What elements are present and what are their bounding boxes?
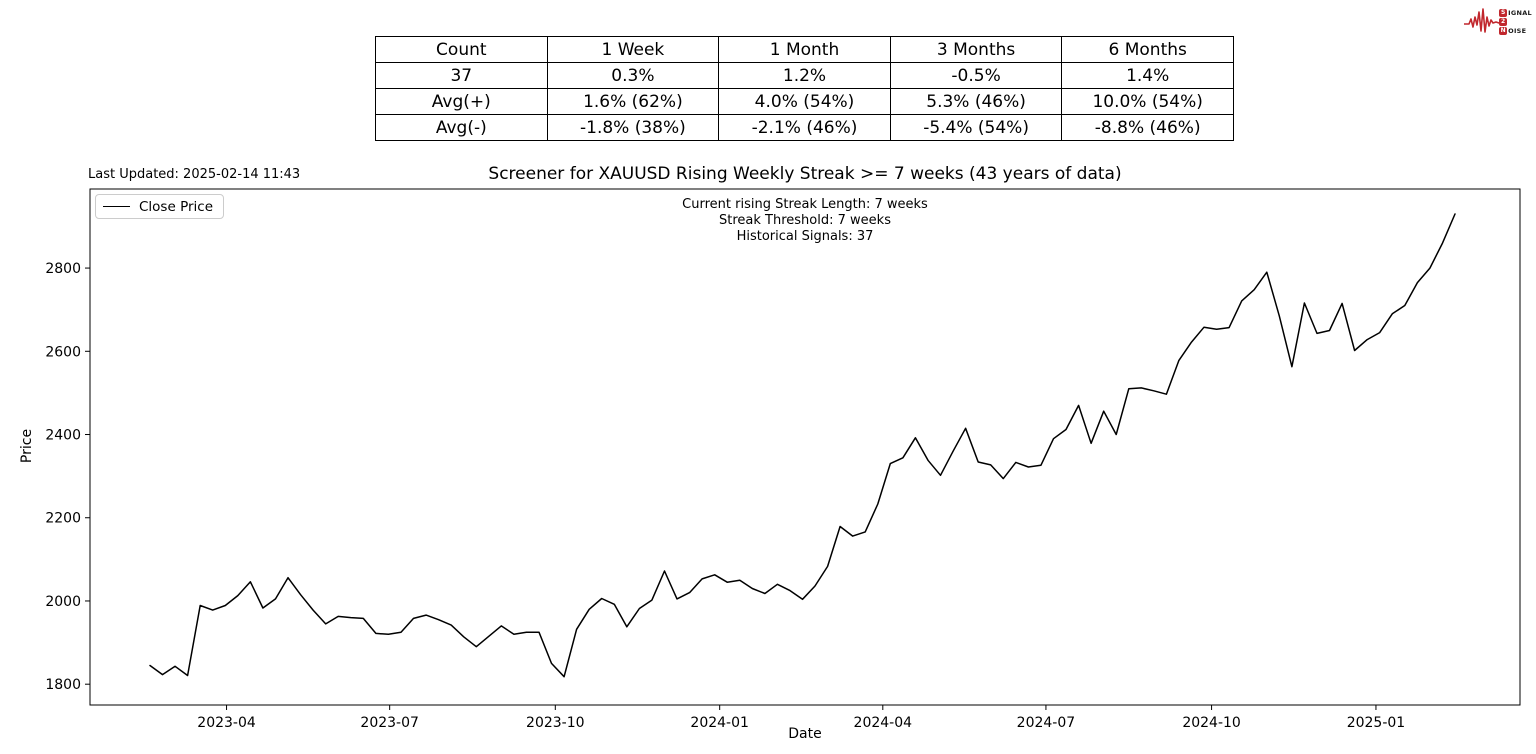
svg-text:2600: 2600 (45, 344, 81, 360)
logo-row-signal: S IGNAL (1499, 9, 1532, 17)
logo-word-noise: OISE (1508, 27, 1527, 35)
chart-title: Screener for XAUUSD Rising Weekly Streak… (488, 164, 1122, 184)
stats-header-cell: 1 Month (718, 36, 891, 63)
svg-text:2024-04: 2024-04 (854, 715, 913, 731)
svg-text:2025-01: 2025-01 (1347, 715, 1406, 731)
stats-cell: 0.3% (546, 62, 720, 89)
svg-text:2024-07: 2024-07 (1017, 715, 1076, 731)
stats-row: 37 0.3% 1.2% -0.5% 1.4% (375, 62, 1234, 89)
svg-text:2023-04: 2023-04 (197, 715, 256, 731)
y-axis-label: Price (19, 428, 35, 464)
x-axis-label: Date (788, 726, 822, 742)
stats-cell: Avg(+) (375, 88, 548, 115)
logo-badge-2: 2 (1499, 18, 1508, 26)
legend-line-sample (103, 206, 130, 207)
chart-legend: Close Price (95, 194, 224, 219)
stats-cell: 37 (375, 62, 548, 89)
stats-cell: -2.1% (46%) (718, 114, 891, 141)
annotation-streak-threshold: Streak Threshold: 7 weeks (719, 213, 891, 228)
stats-header-cell: 6 Months (1061, 36, 1234, 63)
annotation-historical-signals: Historical Signals: 37 (736, 229, 874, 244)
chart-annotations: Current rising Streak Length: 7 weeks St… (90, 197, 1520, 245)
stats-cell: Avg(-) (375, 114, 548, 141)
svg-text:2023-07: 2023-07 (360, 715, 419, 731)
waveform-icon (1464, 8, 1504, 33)
stats-cell: 4.0% (54%) (718, 88, 891, 115)
stats-header-cell: 3 Months (889, 36, 1063, 63)
stats-table: Count 1 Week 1 Month 3 Months 6 Months 37 0.3… (375, 36, 1234, 141)
svg-text:2024-10: 2024-10 (1182, 715, 1241, 731)
logo-wordmark: S IGNAL 2 N OISE (1499, 9, 1532, 35)
logo-row-2: 2 (1499, 18, 1532, 26)
svg-text:2000: 2000 (45, 594, 81, 610)
legend-label: Close Price (139, 198, 213, 215)
svg-text:2024-01: 2024-01 (690, 715, 749, 731)
svg-text:2200: 2200 (45, 511, 81, 527)
last-updated-text: Last Updated: 2025-02-14 11:43 (88, 167, 301, 182)
stats-header-cell: Count (375, 36, 548, 63)
svg-text:2400: 2400 (45, 428, 81, 444)
annotation-streak-length: Current rising Streak Length: 7 weeks (682, 197, 928, 212)
stats-cell: -5.4% (54%) (889, 114, 1063, 141)
stats-cell: 10.0% (54%) (1061, 88, 1234, 115)
logo-word-signal: IGNAL (1508, 9, 1532, 17)
stats-table-body: 37 0.3% 1.2% -0.5% 1.4% Avg(+) 1.6% (62%) 4.0% … (375, 62, 1234, 141)
stats-row: Avg(+) 1.6% (62%) 4.0% (54%) 5.3% (46%) 10.0… (375, 88, 1234, 115)
stats-table-head-row: Count 1 Week 1 Month 3 Months 6 Months (375, 36, 1234, 63)
stats-header-cell: 1 Week (546, 36, 720, 63)
svg-text:1800: 1800 (45, 677, 81, 693)
stats-cell: 1.6% (62%) (546, 88, 720, 115)
logo-badge-n: N (1499, 27, 1508, 35)
stats-cell: 1.2% (718, 62, 891, 89)
logo-badge-s: S (1499, 9, 1508, 17)
stats-cell: -1.8% (38%) (546, 114, 720, 141)
stats-cell: 5.3% (46%) (889, 88, 1063, 115)
svg-text:2023-10: 2023-10 (526, 715, 585, 731)
svg-text:2800: 2800 (45, 261, 81, 277)
stats-cell: -0.5% (889, 62, 1063, 89)
logo-row-noise: N OISE (1499, 27, 1532, 35)
stats-table-container: Count 1 Week 1 Month 3 Months 6 Months 37 0.3… (375, 36, 1234, 141)
stats-cell: -8.8% (46%) (1061, 114, 1234, 141)
signal2noise-logo: S IGNAL 2 N OISE (1463, 5, 1532, 37)
stats-cell: 1.4% (1061, 62, 1234, 89)
stats-row: Avg(-) -1.8% (38%) -2.1% (46%) -5.4% (54%) -… (375, 114, 1234, 141)
